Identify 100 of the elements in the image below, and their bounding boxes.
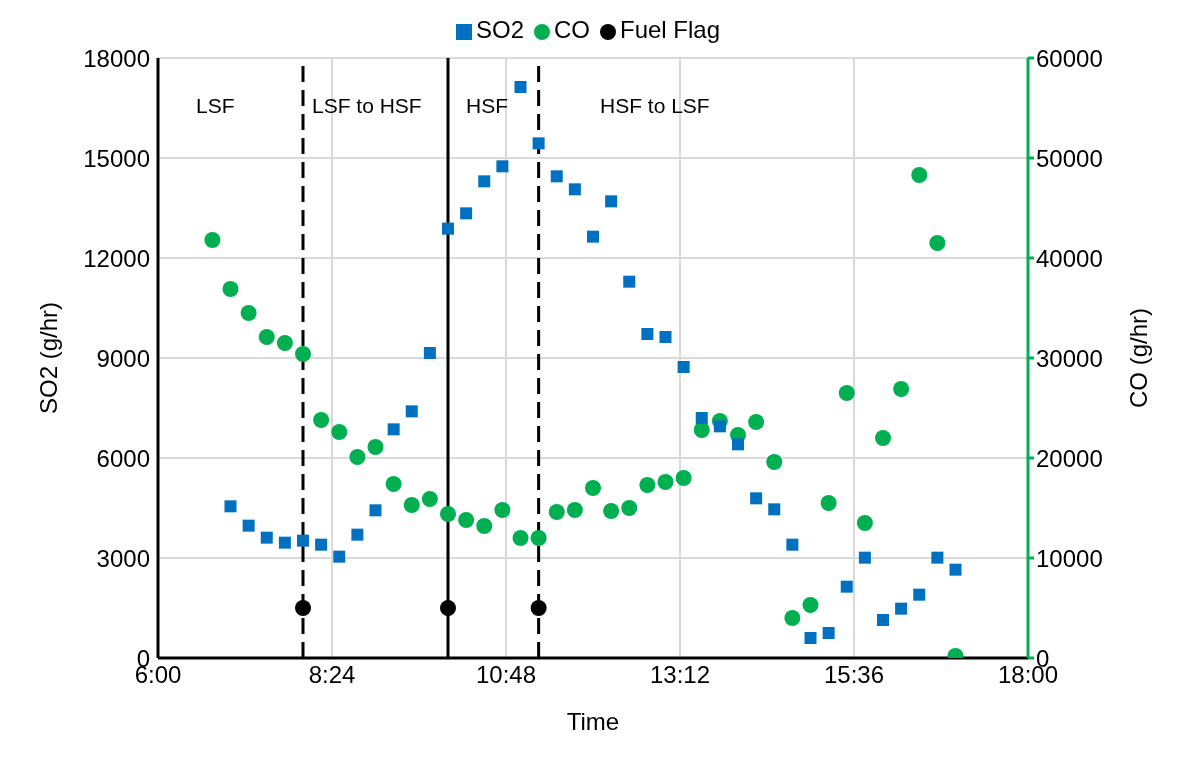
point xyxy=(695,412,708,424)
point xyxy=(530,530,547,546)
point xyxy=(838,385,855,401)
point xyxy=(478,175,491,188)
point xyxy=(367,439,384,455)
y-tick-label: 3000 xyxy=(96,544,150,572)
point xyxy=(822,627,835,639)
point xyxy=(677,361,690,373)
point xyxy=(623,275,636,288)
point xyxy=(532,137,545,150)
point xyxy=(657,474,674,490)
point xyxy=(713,420,726,433)
point xyxy=(768,503,781,516)
point xyxy=(240,305,257,321)
point xyxy=(276,335,293,351)
point xyxy=(786,538,799,551)
point xyxy=(766,454,783,470)
point xyxy=(693,422,710,438)
annotation: LSF xyxy=(196,94,235,118)
point xyxy=(313,412,330,428)
point xyxy=(204,232,221,248)
point xyxy=(387,423,400,436)
y-tick-label: 9000 xyxy=(96,344,150,372)
point xyxy=(840,580,853,593)
point xyxy=(856,515,873,531)
point xyxy=(385,476,402,492)
annotation: LSF to HSF xyxy=(312,94,422,118)
point xyxy=(295,600,311,616)
annotation: HSF xyxy=(466,94,508,118)
point xyxy=(369,504,382,517)
point xyxy=(258,329,275,345)
annotation: HSF to LSF xyxy=(600,94,710,118)
legend-label: CO xyxy=(553,16,590,43)
point xyxy=(222,281,239,297)
y-tick-label: 15000 xyxy=(83,144,150,172)
point xyxy=(512,530,529,546)
x-tick-label: 10:48 xyxy=(475,661,537,689)
point xyxy=(911,167,928,183)
point xyxy=(260,531,273,544)
legend-label: Fuel Flag xyxy=(619,16,721,43)
y2-tick-label: 50000 xyxy=(1036,144,1103,172)
point xyxy=(931,551,944,564)
point xyxy=(550,170,563,183)
point xyxy=(748,414,765,430)
y-tick-label: 12000 xyxy=(83,244,150,272)
x-tick-label: 15:36 xyxy=(823,661,885,689)
point xyxy=(331,424,348,440)
x-tick-label: 8:24 xyxy=(308,661,356,689)
point xyxy=(895,602,908,615)
point xyxy=(476,518,493,534)
y2-tick-label: 40000 xyxy=(1036,244,1103,272)
point xyxy=(949,563,962,576)
legend-label: SO2 xyxy=(475,16,524,43)
point xyxy=(784,610,801,626)
point xyxy=(659,331,672,343)
x-tick-label: 13:12 xyxy=(649,661,711,689)
point xyxy=(641,328,654,340)
x-axis-title: Time xyxy=(566,708,620,735)
y2-tick-label: 30000 xyxy=(1036,344,1103,372)
point xyxy=(875,430,891,446)
point xyxy=(514,81,527,93)
y-axis-title: SO2 (g/hr) xyxy=(34,301,62,415)
point xyxy=(929,235,946,251)
point xyxy=(804,632,817,644)
point xyxy=(349,449,366,465)
point xyxy=(440,600,456,616)
point xyxy=(548,504,565,520)
y2-axis-title: CO (g/hr) xyxy=(1124,307,1152,409)
point xyxy=(820,495,837,511)
point xyxy=(913,588,926,601)
point xyxy=(605,195,618,208)
point xyxy=(224,500,237,513)
point xyxy=(405,405,418,418)
point xyxy=(460,207,473,220)
point xyxy=(442,222,454,235)
y2-tick-label: 10000 xyxy=(1036,544,1103,572)
point xyxy=(297,534,309,547)
point xyxy=(587,230,599,243)
point xyxy=(423,347,436,359)
point xyxy=(458,512,475,528)
point xyxy=(802,597,819,613)
point xyxy=(568,183,581,196)
point xyxy=(496,160,509,173)
point xyxy=(421,491,438,507)
point xyxy=(440,506,456,522)
point xyxy=(333,550,346,563)
point xyxy=(750,492,763,505)
point xyxy=(278,536,291,549)
point xyxy=(893,381,910,397)
point xyxy=(494,502,511,518)
point xyxy=(877,614,889,626)
y2-tick-label: 60000 xyxy=(1036,44,1103,72)
point xyxy=(732,438,744,451)
y-tick-label: 18000 xyxy=(83,44,150,72)
point xyxy=(403,497,420,513)
point xyxy=(315,538,328,551)
point xyxy=(675,470,692,486)
point xyxy=(530,600,547,616)
y-tick-label: 6000 xyxy=(96,444,150,472)
point xyxy=(566,502,583,518)
